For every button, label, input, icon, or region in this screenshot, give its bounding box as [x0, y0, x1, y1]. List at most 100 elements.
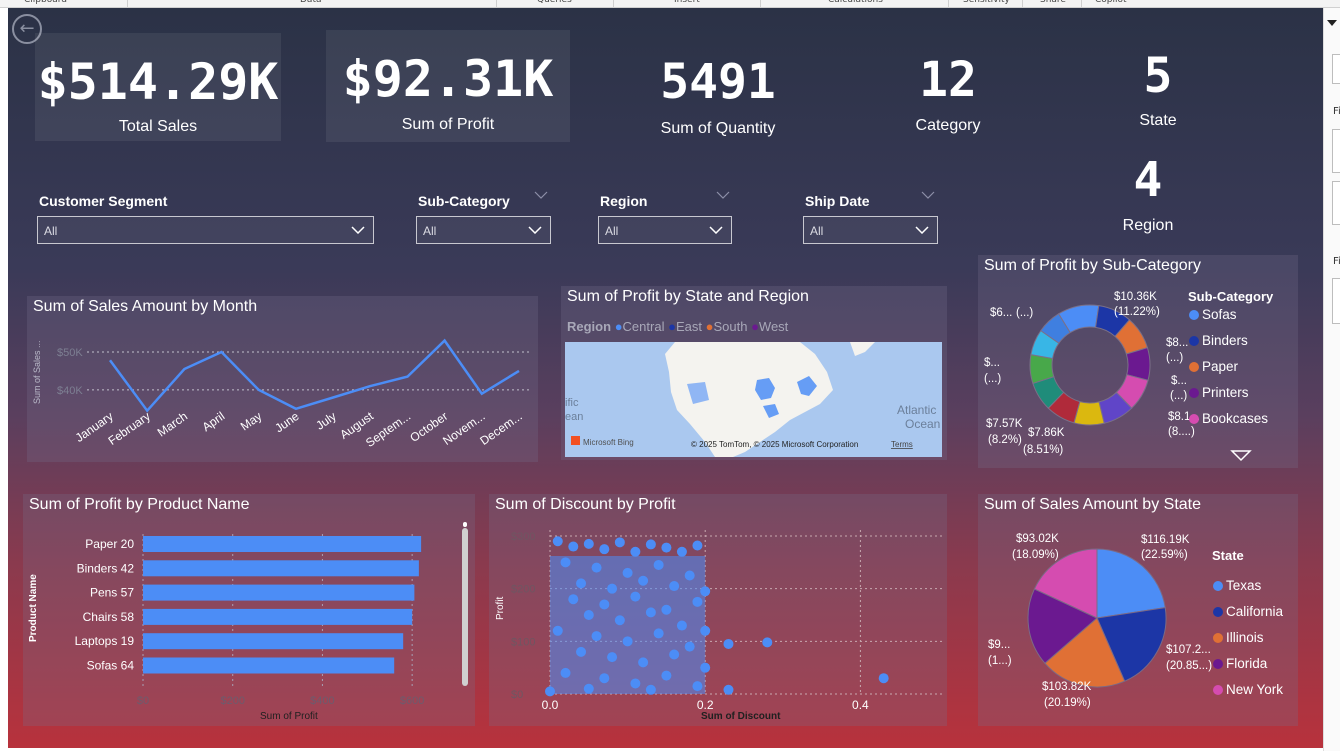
scatter-point[interactable] [630, 678, 641, 689]
pie-slice[interactable] [1033, 548, 1098, 619]
legend-item[interactable]: New York [1226, 682, 1283, 697]
scatter-point[interactable] [700, 625, 711, 636]
bar[interactable] [143, 608, 413, 625]
ribbon-group-clipboard[interactable]: Clipboard [24, 0, 67, 5]
bar[interactable] [143, 657, 395, 674]
scatter-point[interactable] [700, 586, 711, 597]
slicer-dropdown[interactable]: All [598, 216, 732, 244]
scatter-point[interactable] [599, 544, 610, 555]
ribbon-group-calculations[interactable]: Calculations [828, 0, 883, 5]
sales-by-state-visual[interactable]: Sum of Sales Amount by State $116.19K (2… [978, 494, 1298, 726]
ribbon-group-share[interactable]: Share [1040, 0, 1066, 5]
scrollbar-top-handle[interactable] [463, 522, 467, 527]
scatter-point[interactable] [568, 594, 579, 605]
profit-map-visual[interactable]: Sum of Profit by State and Region Region… [561, 286, 947, 460]
scatter-point[interactable] [599, 599, 610, 610]
pie-slice[interactable] [1096, 607, 1167, 682]
legend-item[interactable]: Paper [1202, 359, 1239, 374]
bar[interactable] [143, 633, 404, 650]
scatter-point[interactable] [878, 673, 889, 684]
scatter-point[interactable] [692, 540, 703, 551]
scatter-point[interactable] [583, 683, 594, 694]
legend-west[interactable]: West [758, 319, 789, 334]
scatter-point[interactable] [599, 673, 610, 684]
scatter-point[interactable] [591, 562, 602, 573]
legend-item[interactable]: Illinois [1226, 630, 1264, 645]
scatter-point[interactable] [583, 610, 594, 620]
scatter-point[interactable] [645, 684, 656, 695]
scatter-point[interactable] [692, 681, 703, 692]
scatter-point[interactable] [723, 684, 734, 695]
region-marker[interactable] [755, 378, 775, 400]
legend-scroll-down-icon[interactable] [1230, 450, 1252, 462]
scatter-point[interactable] [630, 546, 641, 557]
scatter-point[interactable] [552, 625, 563, 636]
pie-slice[interactable] [1027, 588, 1098, 664]
collapse-caret-icon[interactable] [1327, 20, 1337, 26]
ribbon-group-data[interactable]: Data [300, 0, 322, 5]
scatter-point[interactable] [669, 649, 680, 660]
pie-slice[interactable] [1044, 617, 1126, 688]
scatter-point[interactable] [669, 581, 680, 592]
scatter-point[interactable] [723, 638, 734, 649]
back-arrow-icon[interactable]: ← [12, 14, 42, 44]
scatter-point[interactable] [692, 596, 703, 607]
legend-south[interactable]: South [713, 319, 748, 334]
scatter-point[interactable] [607, 583, 618, 594]
legend-item[interactable]: California [1226, 604, 1284, 619]
scatter-point[interactable] [638, 575, 649, 586]
legend-item[interactable]: Binders [1202, 333, 1248, 348]
map-canvas[interactable]: ific ean Atlantic Ocean Microsoft Bing ©… [565, 342, 942, 457]
scatter-point[interactable] [645, 539, 656, 550]
slicer-dropdown[interactable]: All [416, 216, 551, 244]
profit-by-subcategory-visual[interactable]: Sum of Profit by Sub-Category $10.36K (1… [978, 255, 1298, 468]
scatter-point[interactable] [653, 559, 664, 570]
scatter-point[interactable] [622, 636, 633, 647]
scatter-point[interactable] [552, 536, 563, 547]
map-terms-link[interactable]: Terms [891, 440, 913, 449]
region-marker[interactable] [797, 376, 817, 396]
pie-slice[interactable] [1096, 548, 1166, 619]
legend-item[interactable]: Printers [1202, 385, 1249, 400]
chevron-down-icon[interactable] [921, 191, 935, 199]
filter-card[interactable] [1332, 129, 1340, 173]
filter-search-box[interactable] [1332, 54, 1340, 84]
scatter-point[interactable] [614, 537, 625, 548]
slicer-dropdown[interactable]: All [803, 216, 938, 244]
scatter-point[interactable] [576, 578, 587, 589]
legend-central[interactable]: Central [622, 319, 665, 334]
ribbon-group-insert[interactable]: Insert [674, 0, 700, 5]
scatter-point[interactable] [676, 620, 687, 631]
sales-by-month-visual[interactable]: Sum of Sales Amount by Month Sum of Sale… [27, 296, 538, 462]
legend-east[interactable]: East [675, 319, 702, 334]
scatter-point[interactable] [762, 637, 773, 648]
donut-slice[interactable] [1040, 313, 1071, 344]
scatter-point[interactable] [560, 557, 571, 568]
bar[interactable] [143, 584, 415, 601]
discount-by-profit-visual[interactable]: Sum of Discount by Profit Profit $0 $100 $… [489, 494, 947, 726]
filter-card[interactable] [1332, 278, 1340, 324]
scatter-point[interactable] [545, 686, 555, 697]
ribbon-group-copilot[interactable]: Copilot [1095, 0, 1127, 5]
profit-by-product-visual[interactable]: Sum of Profit by Product Name Product Na… [23, 494, 475, 726]
legend-item[interactable]: Florida [1226, 656, 1268, 671]
legend-item[interactable]: Bookcases [1202, 411, 1268, 426]
scatter-point[interactable] [560, 667, 571, 678]
scatter-point[interactable] [700, 662, 711, 673]
legend-item[interactable]: Texas [1226, 578, 1262, 593]
scatter-point[interactable] [661, 670, 672, 681]
ribbon-group-queries[interactable]: Queries [537, 0, 572, 5]
scatter-point[interactable] [653, 628, 664, 639]
scatter-point[interactable] [583, 538, 594, 549]
scrollbar[interactable] [462, 528, 468, 686]
scatter-point[interactable] [661, 542, 672, 553]
scatter-point[interactable] [645, 607, 656, 618]
scatter-point[interactable] [607, 652, 618, 663]
scatter-point[interactable] [630, 591, 641, 602]
scatter-point[interactable] [684, 641, 695, 652]
chevron-down-icon[interactable] [534, 191, 548, 199]
bar[interactable] [143, 536, 422, 552]
region-marker[interactable] [763, 404, 779, 418]
region-marker[interactable] [687, 382, 709, 404]
filter-card[interactable] [1332, 181, 1340, 225]
